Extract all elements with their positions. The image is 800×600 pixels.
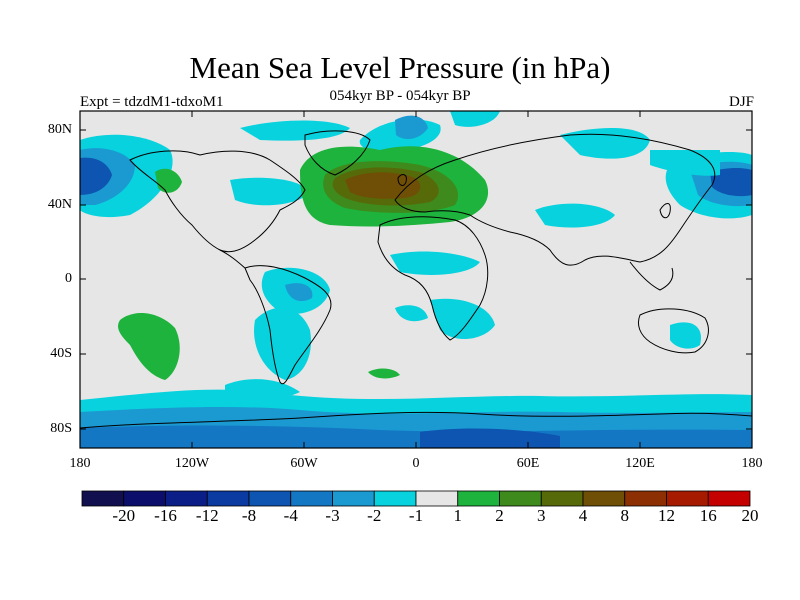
colorbar-tick-label: 2 — [495, 506, 504, 525]
lon-label-60w: 60W — [290, 456, 318, 471]
axis-ticks — [80, 111, 752, 448]
arctic-cyan-3 — [450, 111, 500, 127]
colorbar-tick-label: -4 — [283, 506, 298, 525]
colorbar-swatch — [123, 490, 166, 507]
colorbar-tick-label: 20 — [741, 506, 759, 525]
uk-coast — [397, 174, 407, 186]
colorbar-tick-label: -12 — [195, 506, 219, 525]
africa-coast — [377, 216, 489, 341]
colorbar-swatch — [248, 490, 292, 507]
colorbar-swatch — [415, 490, 459, 507]
lon-label-60e: 60E — [516, 456, 540, 471]
map-subtitle: 054kyr BP - 054kyr BP — [329, 88, 471, 104]
colorbar-tick-label: 3 — [537, 506, 546, 525]
colorbar-tick-label: -2 — [367, 506, 382, 525]
south-pacific-deep — [225, 379, 300, 400]
colorbar-tick-label: -1 — [408, 506, 424, 525]
australia-coast — [637, 308, 709, 354]
atlantic-south-cyan — [395, 305, 428, 322]
lat-label-80s: 80S — [50, 421, 72, 436]
colorbar-swatch — [332, 490, 375, 507]
lat-label-80n: 80N — [47, 122, 72, 137]
colorbar-swatch — [457, 490, 500, 507]
colorbar-tick-label: -8 — [241, 506, 257, 525]
colorbar-tick-label: 8 — [620, 506, 630, 525]
season-label: DJF — [728, 94, 754, 110]
north-america-coast — [129, 150, 306, 253]
lon-label-0: 0 — [412, 456, 420, 471]
colorbar-tick-label: -20 — [112, 506, 136, 525]
west-pacific-dark — [710, 168, 752, 197]
colorbar-tick-label: -16 — [154, 506, 177, 525]
arctic-mid — [395, 115, 428, 140]
south-america-coast — [244, 265, 332, 385]
southern-ocean-band-dark — [80, 425, 752, 448]
southern-africa-cyan — [430, 298, 495, 340]
colorbar-swatch — [582, 490, 626, 507]
north-pacific-dark — [80, 157, 112, 195]
australia-cyan — [670, 322, 701, 349]
lat-label-40s: 40S — [50, 346, 72, 361]
antarctica-coast — [80, 411, 752, 429]
colorbar-swatch — [666, 490, 709, 507]
south-atlantic-green — [368, 368, 400, 379]
colorbar-swatch — [707, 490, 751, 507]
lon-label-180w: 180 — [69, 456, 91, 471]
colorbar-swatch — [373, 490, 417, 507]
south-america-mid — [285, 283, 313, 302]
siberia-cyan — [560, 128, 650, 159]
coastlines — [80, 130, 752, 429]
colorbar — [81, 490, 751, 507]
lon-label-120w: 120W — [174, 456, 210, 471]
south-pacific-green — [118, 313, 180, 380]
map-title: Mean Sea Level Pressure (in hPa) — [189, 50, 611, 85]
lon-label-120e: 120E — [625, 456, 655, 471]
colorbar-swatch — [165, 490, 208, 507]
north-atlantic-cyan — [230, 177, 310, 206]
colorbar-swatch — [81, 490, 125, 507]
colorbar-swatch — [290, 490, 333, 507]
eurasia-coast — [394, 133, 716, 266]
antarctic-low-extra — [420, 428, 560, 448]
japan-coast — [659, 203, 671, 219]
southeast-asia-coast — [629, 261, 674, 291]
arctic-cyan-1 — [240, 120, 350, 141]
colorbar-tick-label: 16 — [699, 506, 717, 525]
pressure-field — [80, 111, 752, 448]
asia-cyan — [535, 203, 615, 228]
lon-label-180e: 180 — [741, 456, 763, 471]
colorbar-swatch — [499, 490, 542, 507]
lat-label-40n: 40N — [47, 197, 72, 212]
colorbar-tick-label: 4 — [578, 506, 588, 525]
greenland-coast — [304, 130, 371, 176]
experiment-label: Expt = tdzdM1-tdxoM1 — [80, 94, 224, 110]
colorbar-swatch — [206, 490, 250, 507]
lat-label-0: 0 — [65, 271, 72, 286]
central-america-coast — [219, 249, 246, 269]
colorbar-swatch — [624, 490, 667, 507]
colorbar-swatch — [540, 490, 584, 507]
colorbar-tick-label: -3 — [325, 506, 340, 525]
colorbar-tick-label: 12 — [658, 506, 675, 525]
atlantic-cyan — [390, 251, 480, 275]
colorbar-tick-label: 1 — [453, 506, 463, 525]
